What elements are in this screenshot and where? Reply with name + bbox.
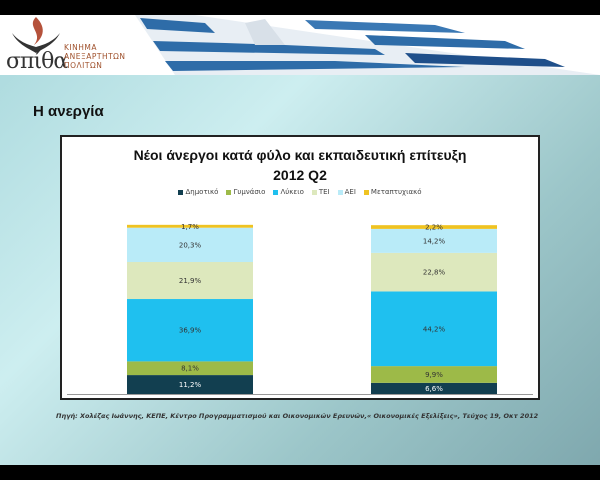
legend-swatch	[226, 189, 232, 195]
legend-label: Δημοτικό	[185, 188, 219, 196]
legend-swatch	[273, 189, 279, 195]
legend-swatch	[363, 189, 369, 195]
logo-text: σπίθα	[6, 49, 68, 74]
data-label: 21,9%	[179, 277, 202, 285]
legend-swatch	[311, 189, 317, 195]
source-note: Πηγή: Χολέζας Ιωάννης, ΚΕΠΕ, Κέντρο Προγ…	[56, 412, 539, 420]
bar-segment	[371, 366, 497, 383]
legend-label: Μεταπτυχιακό	[370, 188, 422, 196]
data-label: 1,7%	[181, 223, 199, 231]
bar-segment	[127, 299, 253, 362]
chart: 11,2%8,1%36,9%21,9%20,3%1,7%Νέες άνεργες…	[60, 135, 540, 400]
legend-item: ΑΕΙ	[337, 188, 356, 196]
legend-item: Δημοτικό	[178, 188, 218, 196]
data-label: 11,2%	[179, 381, 202, 389]
bar-segment	[371, 225, 497, 229]
data-label: 22,8%	[423, 269, 446, 277]
legend: Δημοτικό Γυμνάσιο Λύκειο ΤΕΙ ΑΕΙ Μεταπτυχιακό	[62, 188, 538, 196]
bar-segment	[371, 252, 497, 292]
data-label: 2,2%	[425, 224, 443, 232]
chart-title-text: Νέοι άνεργοι κατά φύλο και εκπαιδευτική …	[133, 147, 467, 163]
bar-segment	[371, 228, 497, 253]
bar-segment	[127, 224, 253, 228]
logo-sub-line: ΚΙΝΗΜΑ	[64, 43, 97, 52]
bar-segment	[127, 375, 253, 394]
data-label: 36,9%	[179, 327, 202, 335]
plot-area: 11,2%8,1%36,9%21,9%20,3%1,7%Νέες άνεργες…	[67, 223, 533, 395]
data-label: 9,9%	[425, 371, 443, 379]
logo-sub-line: ΑΝΕΞΑΡΤΗΤΩΝ	[64, 52, 126, 61]
legend-item: ΤΕΙ	[311, 188, 330, 196]
legend-swatch	[337, 189, 343, 195]
slide: σπίθα ΚΙΝΗΜΑ ΑΝΕΞΑΡΤΗΤΩΝ ΠΟΛΙΤΩΝ Η ανεργ…	[0, 15, 600, 465]
legend-item: Γυμνάσιο	[226, 188, 265, 196]
data-label: 14,2%	[423, 237, 446, 245]
flame-hands-logo-icon	[12, 17, 60, 53]
legend-label: ΑΕΙ	[344, 188, 356, 196]
header-banner: σπίθα ΚΙΝΗΜΑ ΑΝΕΞΑΡΤΗΤΩΝ ΠΟΛΙΤΩΝ	[0, 15, 600, 75]
legend-label: Λύκειο	[280, 188, 304, 196]
legend-label: Γυμνάσιο	[233, 188, 266, 196]
legend-item: Μεταπτυχιακό	[363, 188, 422, 196]
chart-title: Νέοι άνεργοι κατά φύλο και εκπαιδευτική …	[62, 145, 538, 185]
logo-sub-line: ΠΟΛΙΤΩΝ	[64, 61, 103, 70]
legend-item: Λύκειο	[273, 188, 304, 196]
chart-subtitle: 2012 Q2	[273, 167, 327, 183]
bar-segment	[127, 361, 253, 376]
bar-segment	[371, 291, 497, 367]
data-label: 6,6%	[425, 385, 443, 393]
slide-title: Η ανεργία	[33, 103, 104, 120]
data-label: 8,1%	[181, 365, 199, 373]
data-label: 44,2%	[423, 325, 446, 333]
legend-label: ΤΕΙ	[318, 188, 330, 196]
bar-segment	[127, 262, 253, 300]
logo-subtitle: ΚΙΝΗΜΑ ΑΝΕΞΑΡΤΗΤΩΝ ΠΟΛΙΤΩΝ	[64, 43, 126, 70]
greek-flag-image	[135, 15, 600, 75]
bar-segment	[371, 382, 497, 394]
legend-swatch	[178, 189, 184, 195]
data-label: 20,3%	[179, 241, 202, 249]
bar-segment	[127, 227, 253, 263]
